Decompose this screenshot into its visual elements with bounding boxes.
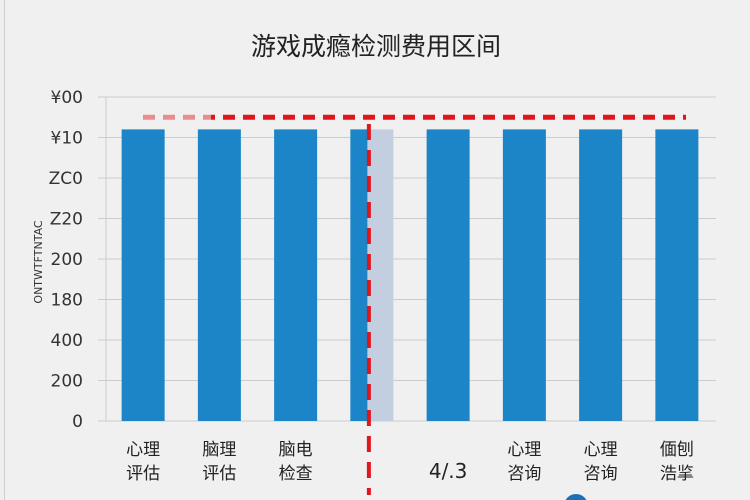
bar (579, 129, 623, 421)
x-tick-label: 咨询 (584, 464, 618, 484)
reference-line-fade (141, 114, 211, 121)
y-tick-label: 400 (51, 331, 83, 351)
y-tick-label: 180 (51, 291, 83, 311)
x-tick-label: 检查 (279, 464, 313, 484)
x-tick-label: 心理 (584, 440, 618, 460)
x-tick-label: 浩㧛 (660, 464, 694, 484)
y-tick-label: 200 (51, 372, 83, 392)
x-tick-label: 脑电 (279, 440, 313, 460)
x-tick-label: 4/.3 (429, 459, 468, 483)
x-tick-label: 咨询 (507, 464, 541, 484)
y-tick-label: ¥10 (51, 129, 83, 149)
y-axis-label: ONTWTFTNTAC (32, 220, 45, 303)
logo-icon (565, 494, 587, 500)
x-tick-label: 脑理 (202, 440, 236, 460)
y-tick-label: ZC0 (49, 169, 83, 189)
y-tick-label: 0 (72, 412, 83, 432)
x-tick-label: 评估 (202, 464, 236, 484)
bar (274, 129, 318, 421)
y-tick-label: ¥00 (51, 88, 83, 108)
chart-frame: 游戏成瘾检测费用区间 ONTWTFTNTAC 0 200 400 180 200 Z20 ZC0… (4, 0, 750, 500)
chart-title: 游戏成瘾检测费用区间 (251, 32, 501, 61)
bar (121, 129, 165, 421)
y-tick-label: Z20 (50, 210, 83, 230)
bar-chart: 游戏成瘾检测费用区间 ONTWTFTNTAC 0 200 400 180 200 Z20 ZC0… (32, 32, 716, 500)
bar (502, 129, 546, 421)
bar (197, 129, 241, 421)
bar (350, 129, 368, 421)
x-tick-label: 偭刨 (660, 440, 694, 460)
x-tick-label: 心理 (507, 440, 541, 460)
y-tick-label: 200 (51, 250, 83, 270)
x-tick-label: 心理 (126, 440, 160, 460)
bar (655, 129, 699, 421)
bar (426, 129, 470, 421)
x-tick-label: 评估 (126, 464, 160, 484)
